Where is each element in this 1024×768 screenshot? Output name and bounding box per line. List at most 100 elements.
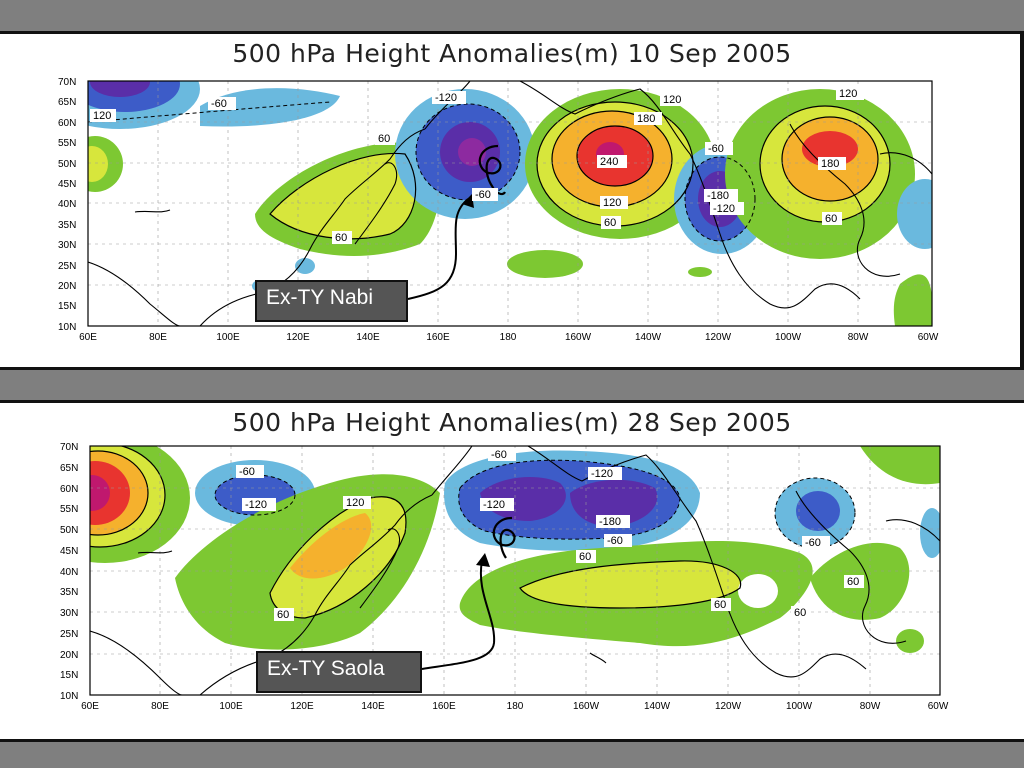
svg-text:-60: -60	[491, 449, 507, 461]
lon-label: 140W	[635, 332, 662, 343]
lon-label: 160W	[573, 701, 600, 712]
lat-label: 30N	[60, 608, 78, 619]
lon-label: 80W	[860, 701, 881, 712]
svg-text:60: 60	[847, 576, 859, 588]
lon-label: 120E	[290, 701, 314, 712]
lat-label: 40N	[60, 567, 78, 578]
lon-label: 60E	[81, 701, 99, 712]
anomaly-map: -60 -120 120 60 -60 -120 -120 -180 -60 6…	[60, 442, 949, 712]
contour-label: -60	[472, 188, 498, 201]
svg-text:-60: -60	[607, 535, 623, 547]
latitude-labels: 70N 65N 60N 55N 50N 45N 40N 35N 30N 25N …	[58, 77, 76, 333]
svg-text:180: 180	[637, 113, 655, 125]
lat-label: 45N	[60, 546, 78, 557]
lat-label: 35N	[58, 220, 76, 231]
lon-label: 160E	[432, 701, 456, 712]
svg-text:60: 60	[378, 133, 390, 145]
contour-labels: -60 120 -120 60 -60 120 180 240 -60 120 …	[90, 87, 864, 244]
svg-text:-60: -60	[239, 466, 255, 478]
lat-label: 20N	[58, 281, 76, 292]
lon-label: 180	[507, 701, 524, 712]
lon-label: 80E	[149, 332, 167, 343]
lat-label: 45N	[58, 179, 76, 190]
svg-text:-60: -60	[475, 189, 491, 201]
svg-text:60: 60	[277, 609, 289, 621]
lat-label: 60N	[60, 484, 78, 495]
contour-label: 120	[836, 87, 864, 100]
contour-label: 120	[660, 93, 688, 106]
svg-text:180: 180	[821, 158, 839, 170]
lon-label: 120W	[715, 701, 742, 712]
svg-text:-60: -60	[708, 143, 724, 155]
contour-label: -120	[588, 467, 622, 480]
lat-label: 25N	[60, 629, 78, 640]
contour-label: 60	[844, 575, 864, 588]
svg-text:60: 60	[604, 217, 616, 229]
contour-label: -120	[432, 91, 466, 104]
svg-text:120: 120	[839, 88, 857, 100]
lat-label: 50N	[58, 159, 76, 170]
lat-label: 10N	[58, 322, 76, 333]
lat-label: 15N	[58, 301, 76, 312]
svg-text:120: 120	[93, 110, 111, 122]
contour-label: 60	[576, 550, 596, 563]
longitude-labels: 60E 80E 100E 120E 140E 160E 180 160W 140…	[79, 332, 939, 343]
contour-label: 60	[791, 606, 811, 619]
contour-label: 120	[600, 196, 628, 209]
svg-text:60: 60	[335, 232, 347, 244]
svg-text:-60: -60	[805, 537, 821, 549]
contour-label: -60	[208, 97, 236, 110]
contour-label: 60	[822, 212, 842, 225]
contour-label: -60	[705, 142, 733, 155]
typhoon-callout: Ex-TY Saola	[256, 651, 422, 693]
lat-label: 50N	[60, 525, 78, 536]
lon-label: 140E	[356, 332, 380, 343]
lon-label: 60W	[928, 701, 949, 712]
lon-label: 120W	[705, 332, 732, 343]
contour-label: 60	[601, 216, 621, 229]
contour-label: -60	[488, 448, 516, 461]
contour-label: 60	[274, 608, 294, 621]
panel-title: 500 hPa Height Anomalies(m) 28 Sep 2005	[232, 408, 792, 437]
typhoon-callout: Ex-TY Nabi	[255, 280, 408, 322]
contour-label: 180	[634, 112, 662, 125]
contour-label: -180	[704, 189, 738, 202]
contour-label: -120	[242, 498, 276, 511]
lon-label: 100W	[786, 701, 813, 712]
contour-label: -120	[480, 498, 514, 511]
lon-label: 140W	[644, 701, 671, 712]
svg-text:-120: -120	[713, 203, 735, 215]
contour-label: 120	[90, 109, 116, 122]
lat-label: 15N	[60, 670, 78, 681]
svg-text:120: 120	[346, 497, 364, 509]
lon-label: 80E	[151, 701, 169, 712]
contour-label: 120	[343, 496, 371, 509]
lon-label: 160W	[565, 332, 592, 343]
contour-label: -60	[604, 534, 632, 547]
lat-label: 35N	[60, 587, 78, 598]
lon-label: 100W	[775, 332, 802, 343]
lat-label: 20N	[60, 650, 78, 661]
contour-label: 60	[375, 132, 395, 145]
contour-label: 180	[818, 157, 846, 170]
contour-label: -60	[236, 465, 264, 478]
lon-label: 60W	[918, 332, 939, 343]
lat-label: 60N	[58, 118, 76, 129]
contour-labels: -60 -120 120 60 -60 -120 -120 -180 -60 6…	[236, 448, 864, 621]
svg-text:-120: -120	[591, 468, 613, 480]
lat-label: 30N	[58, 240, 76, 251]
lat-label: 70N	[60, 442, 78, 453]
svg-text:-120: -120	[483, 499, 505, 511]
svg-text:60: 60	[794, 607, 806, 619]
map-panel-bottom: 500 hPa Height Anomalies(m) 28 Sep 2005	[0, 400, 1024, 742]
lon-label: 160E	[426, 332, 450, 343]
lon-label: 60E	[79, 332, 97, 343]
contour-label: -180	[596, 515, 630, 528]
lat-label: 55N	[58, 138, 76, 149]
lat-label: 55N	[60, 504, 78, 515]
svg-text:240: 240	[600, 156, 618, 168]
contour-label: 60	[711, 598, 731, 611]
svg-text:120: 120	[663, 94, 681, 106]
latitude-labels: 70N 65N 60N 55N 50N 45N 40N 35N 30N 25N …	[60, 442, 78, 702]
lat-label: 25N	[58, 261, 76, 272]
